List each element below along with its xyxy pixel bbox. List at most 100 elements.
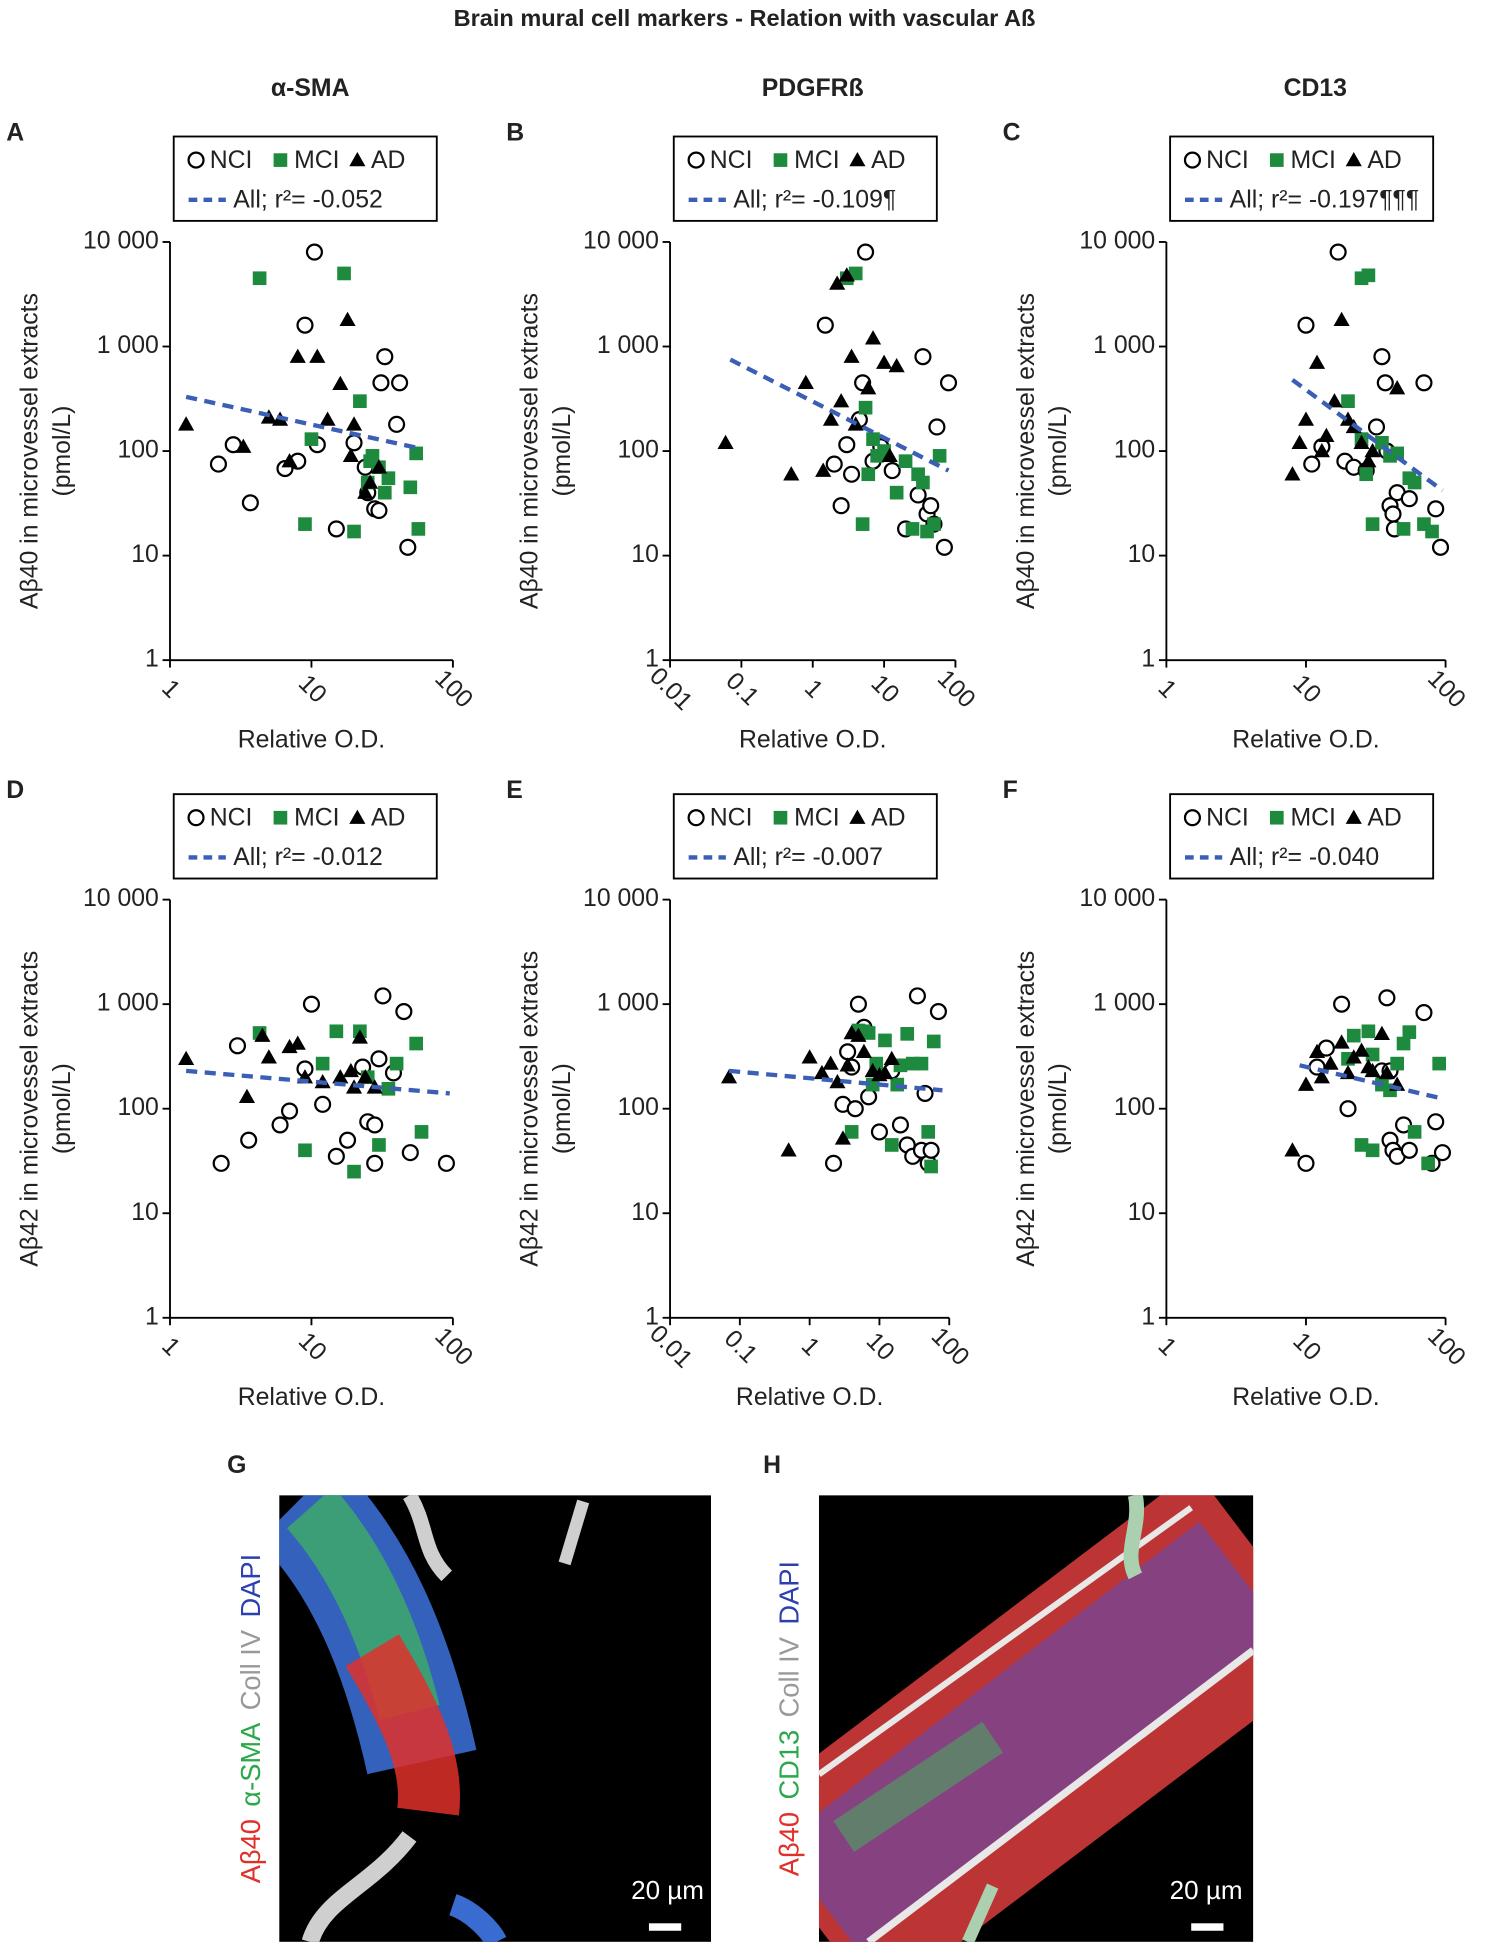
point bbox=[314, 1095, 332, 1113]
point bbox=[1361, 268, 1376, 283]
point bbox=[855, 517, 870, 531]
x-axis-label: Relative O.D. bbox=[238, 726, 385, 753]
point bbox=[339, 311, 356, 327]
point bbox=[717, 434, 734, 449]
point bbox=[437, 1154, 455, 1172]
point bbox=[889, 485, 904, 500]
trend-line bbox=[728, 1068, 943, 1093]
legend-box bbox=[672, 135, 938, 222]
point bbox=[329, 1024, 344, 1039]
legend-label: NCI bbox=[710, 805, 753, 832]
y-tick-label: 1 bbox=[645, 1303, 659, 1330]
point bbox=[366, 1154, 384, 1172]
point bbox=[1326, 393, 1343, 408]
stain-label: CD13 bbox=[774, 1730, 805, 1800]
point bbox=[876, 354, 893, 369]
point bbox=[1359, 467, 1374, 482]
point bbox=[366, 1116, 384, 1134]
point bbox=[319, 411, 336, 426]
point bbox=[855, 1043, 873, 1059]
x-tick-label: 10 bbox=[293, 1328, 332, 1367]
point bbox=[345, 434, 363, 452]
point bbox=[900, 1027, 915, 1041]
point bbox=[1389, 380, 1406, 395]
x-tick-label: 100 bbox=[926, 1323, 974, 1371]
y-tick-label: 10 000 bbox=[583, 228, 659, 255]
point bbox=[824, 1154, 843, 1172]
legend-swatch bbox=[849, 152, 866, 167]
x-tick-label: 1 bbox=[799, 675, 828, 704]
stain-label: Coll IV bbox=[774, 1636, 805, 1717]
legend-swatch bbox=[273, 153, 288, 167]
legend-swatch bbox=[187, 809, 205, 827]
legend-swatch bbox=[1269, 153, 1284, 167]
point bbox=[178, 1050, 195, 1066]
panel-letter: D bbox=[6, 777, 24, 804]
x-tick-label: 10 bbox=[293, 670, 332, 709]
trend-line bbox=[729, 357, 950, 473]
point bbox=[909, 486, 927, 504]
legend-label: AD bbox=[871, 805, 905, 832]
x-tick-label: 100 bbox=[429, 665, 477, 713]
point bbox=[839, 1057, 856, 1072]
point bbox=[822, 411, 840, 426]
point bbox=[370, 1050, 388, 1068]
point bbox=[254, 1027, 271, 1042]
point bbox=[1407, 475, 1422, 490]
legend-label: AD bbox=[371, 805, 405, 832]
stain-labels: Aβ40 α-SMA Coll IV DAPI bbox=[235, 1554, 266, 1883]
point bbox=[926, 1034, 941, 1049]
point bbox=[1367, 418, 1386, 436]
x-tick-label: 100 bbox=[1422, 1323, 1470, 1371]
y-axis-label: (pmol/L) bbox=[49, 1063, 76, 1154]
point bbox=[832, 497, 850, 515]
y-tick-label: 1 000 bbox=[1093, 990, 1155, 1017]
point bbox=[235, 438, 252, 453]
point bbox=[345, 416, 363, 431]
y-tick-label: 10 000 bbox=[1079, 885, 1155, 912]
x-tick-label: 1 bbox=[796, 1332, 825, 1361]
point bbox=[414, 1125, 429, 1139]
point bbox=[858, 400, 873, 415]
point bbox=[891, 1116, 910, 1134]
y-tick-label: 1 000 bbox=[1093, 332, 1155, 359]
point bbox=[878, 1033, 892, 1048]
point bbox=[1322, 1055, 1339, 1070]
point bbox=[1431, 538, 1450, 556]
panel-letter: F bbox=[1003, 777, 1018, 804]
y-tick-label: 10 000 bbox=[83, 885, 159, 912]
y-tick-label: 1 000 bbox=[97, 332, 159, 359]
point bbox=[839, 1043, 857, 1061]
point bbox=[1341, 394, 1355, 409]
x-tick-label: 100 bbox=[1422, 665, 1470, 713]
point bbox=[720, 1069, 738, 1084]
point bbox=[370, 501, 388, 520]
legend-label: NCI bbox=[1206, 147, 1249, 174]
point bbox=[327, 1147, 345, 1165]
point bbox=[843, 465, 861, 483]
point bbox=[381, 471, 396, 486]
point bbox=[351, 1029, 368, 1044]
legend-box bbox=[172, 793, 438, 880]
point bbox=[1378, 989, 1396, 1007]
legend-swatch bbox=[1345, 809, 1362, 824]
point bbox=[888, 358, 905, 373]
point bbox=[921, 1125, 936, 1139]
legend-label: MCI bbox=[794, 147, 839, 174]
point bbox=[924, 1159, 938, 1174]
y-axis-label: Aβ40 in microvessel extracts bbox=[517, 293, 544, 609]
point bbox=[289, 1035, 306, 1050]
point bbox=[1297, 1076, 1315, 1091]
y-axis-label: Aβ40 in microvessel extracts bbox=[17, 293, 44, 609]
point bbox=[1421, 1156, 1435, 1171]
point bbox=[884, 1138, 899, 1152]
y-tick-label: 100 bbox=[1114, 1094, 1155, 1121]
point bbox=[908, 987, 926, 1005]
legend-label: NCI bbox=[710, 147, 753, 174]
point bbox=[866, 432, 880, 446]
point bbox=[1396, 1036, 1411, 1051]
y-axis-label: Aβ42 in microvessel extracts bbox=[1013, 951, 1040, 1267]
point bbox=[1297, 411, 1315, 426]
point bbox=[833, 393, 850, 408]
